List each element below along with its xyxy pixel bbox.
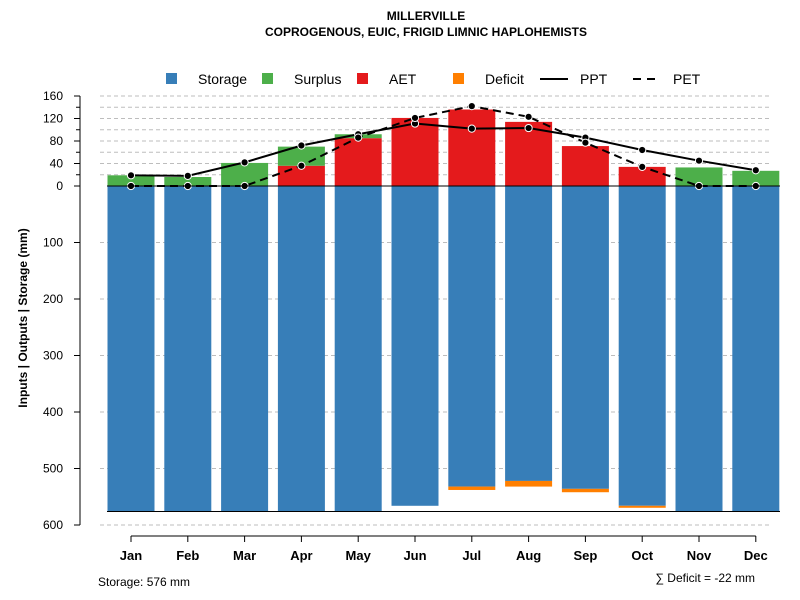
- x-tick-label: May: [346, 548, 372, 563]
- x-tick-label: Dec: [744, 548, 768, 563]
- pet-point: [354, 133, 363, 142]
- deficit-bar: [448, 486, 496, 490]
- ppt-point: [638, 145, 647, 155]
- pet-point: [524, 112, 533, 121]
- footnote-storage: Storage: 576 mm: [98, 575, 190, 589]
- pet-point: [581, 138, 590, 147]
- legend-swatch-surplus: [262, 73, 273, 84]
- y-tick-label: 120: [43, 112, 63, 126]
- pet-point: [638, 162, 647, 171]
- legend-label-ppt: PPT: [580, 71, 608, 87]
- pet-point: [410, 113, 420, 123]
- x-tick-label: Jul: [462, 548, 481, 563]
- ppt-point: [751, 166, 760, 175]
- storage-bar: [164, 186, 212, 512]
- y-tick-label: 400: [43, 405, 63, 419]
- legend-swatch-aet: [357, 73, 368, 84]
- pet-point: [297, 161, 306, 170]
- footnote-deficit: ∑ Deficit = -22 mm: [655, 571, 755, 585]
- y-tick-label: 600: [43, 518, 63, 532]
- surplus-bar: [221, 162, 269, 186]
- ppt-point: [694, 156, 704, 165]
- storage-bar: [505, 186, 553, 481]
- storage-bar: [561, 186, 609, 489]
- ppt-point: [467, 124, 476, 133]
- aet-bar: [505, 121, 553, 186]
- x-tick-label: Jan: [120, 548, 142, 563]
- surplus-bar: [164, 177, 212, 186]
- bar-series: [107, 109, 780, 512]
- y-tick-label: 160: [43, 89, 63, 103]
- storage-bar: [618, 186, 666, 506]
- y-tick-label: 100: [43, 236, 63, 250]
- storage-bar: [448, 186, 496, 487]
- legend-label-deficit: Deficit: [485, 71, 524, 87]
- ppt-point: [297, 141, 306, 150]
- surplus-bar: [732, 170, 780, 186]
- ppt-point: [126, 171, 136, 180]
- surplus-bar: [675, 167, 723, 186]
- chart-legend: Storage Surplus AET Deficit PPT PET: [166, 71, 701, 87]
- legend-label-storage: Storage: [198, 71, 247, 87]
- storage-bar: [221, 186, 269, 512]
- x-tick-label: Sep: [573, 548, 597, 563]
- storage-bar: [675, 186, 723, 512]
- legend-swatch-deficit: [453, 73, 464, 84]
- x-tick-label: Apr: [290, 548, 312, 563]
- ppt-line: [130, 122, 756, 177]
- deficit-bar: [561, 488, 609, 493]
- ppt-point: [183, 171, 192, 180]
- y-tick-label: 300: [43, 349, 63, 363]
- x-tick-label: Nov: [687, 548, 712, 563]
- aet-bar: [561, 146, 609, 186]
- legend-swatch-storage: [166, 73, 177, 84]
- pet-point: [467, 102, 476, 111]
- legend-label-surplus: Surplus: [294, 71, 341, 87]
- legend-label-pet: PET: [673, 71, 701, 87]
- storage-bar: [107, 186, 155, 512]
- y-tick-label: 80: [50, 134, 64, 148]
- deficit-bar: [505, 480, 553, 487]
- y-tick-label: 500: [43, 462, 63, 476]
- x-tick-label: Feb: [176, 548, 199, 563]
- storage-bar: [391, 186, 439, 506]
- x-tick-label: Aug: [516, 548, 541, 563]
- x-tick-label: Oct: [631, 548, 653, 563]
- ppt-point: [524, 123, 533, 133]
- aet-bar: [391, 117, 439, 186]
- x-tick-label: Jun: [403, 548, 426, 563]
- deficit-bar: [618, 505, 666, 508]
- y-axis-title: Inputs | Outputs | Storage (mm): [16, 228, 30, 407]
- legend-label-aet: AET: [389, 71, 417, 87]
- ppt-point: [240, 158, 249, 167]
- aet-bar: [334, 138, 382, 186]
- y-tick-label: 200: [43, 292, 63, 306]
- chart-subtitle: COPROGENOUS, EUIC, FRIGID LIMNIC HAPLOHE…: [265, 25, 587, 39]
- chart-title: MILLERVILLE: [387, 9, 465, 23]
- storage-bar: [334, 186, 382, 512]
- aet-bar: [448, 109, 496, 186]
- x-tick-label: Mar: [233, 548, 256, 563]
- y-tick-label: 0: [56, 179, 63, 193]
- y-tick-label: 40: [50, 157, 64, 171]
- surplus-bar: [107, 175, 155, 186]
- storage-bar: [277, 186, 325, 512]
- storage-bar: [732, 186, 780, 512]
